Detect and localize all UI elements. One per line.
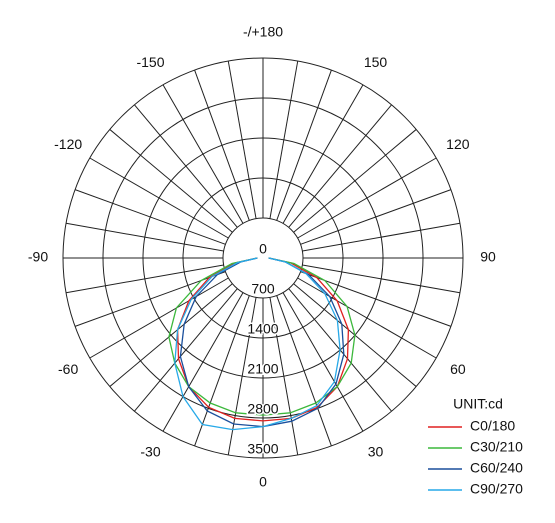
- theta-tick-label: -90: [28, 249, 48, 265]
- series-line: [168, 257, 356, 416]
- r-tick-label: 3500: [247, 441, 278, 457]
- legend-label: C60/240: [470, 460, 523, 476]
- r-tick-label: 0: [259, 241, 267, 257]
- series-line: [174, 257, 341, 431]
- r-tick-label: 1400: [247, 321, 278, 337]
- theta-tick-label: -120: [54, 136, 82, 152]
- theta-tick-label: -30: [140, 444, 160, 460]
- legend-label: C30/210: [470, 439, 523, 455]
- r-tick-label: 2800: [247, 401, 278, 417]
- r-tick-label: 2100: [247, 361, 278, 377]
- series-line: [176, 257, 350, 422]
- theta-tick-label: -/+180: [243, 24, 283, 40]
- grid-circle: [142, 137, 384, 379]
- grid-circle: [182, 177, 344, 339]
- r-tick-label: 700: [251, 281, 275, 297]
- theta-tick-label: -150: [136, 54, 164, 70]
- grid-circle: [62, 57, 464, 459]
- theta-tick-label: 90: [480, 249, 496, 265]
- grid-circle: [102, 97, 424, 419]
- legend-label: C90/270: [470, 481, 523, 497]
- legend-label: C0/180: [470, 418, 515, 434]
- grid-circle: [222, 217, 304, 299]
- theta-tick-label: -60: [58, 361, 78, 377]
- theta-tick-label: 0: [259, 474, 267, 490]
- unit-label: UNIT:cd: [453, 396, 503, 412]
- theta-tick-label: 120: [446, 136, 470, 152]
- theta-tick-label: 150: [364, 54, 388, 70]
- theta-tick-label: 30: [368, 444, 384, 460]
- theta-tick-label: 60: [450, 361, 466, 377]
